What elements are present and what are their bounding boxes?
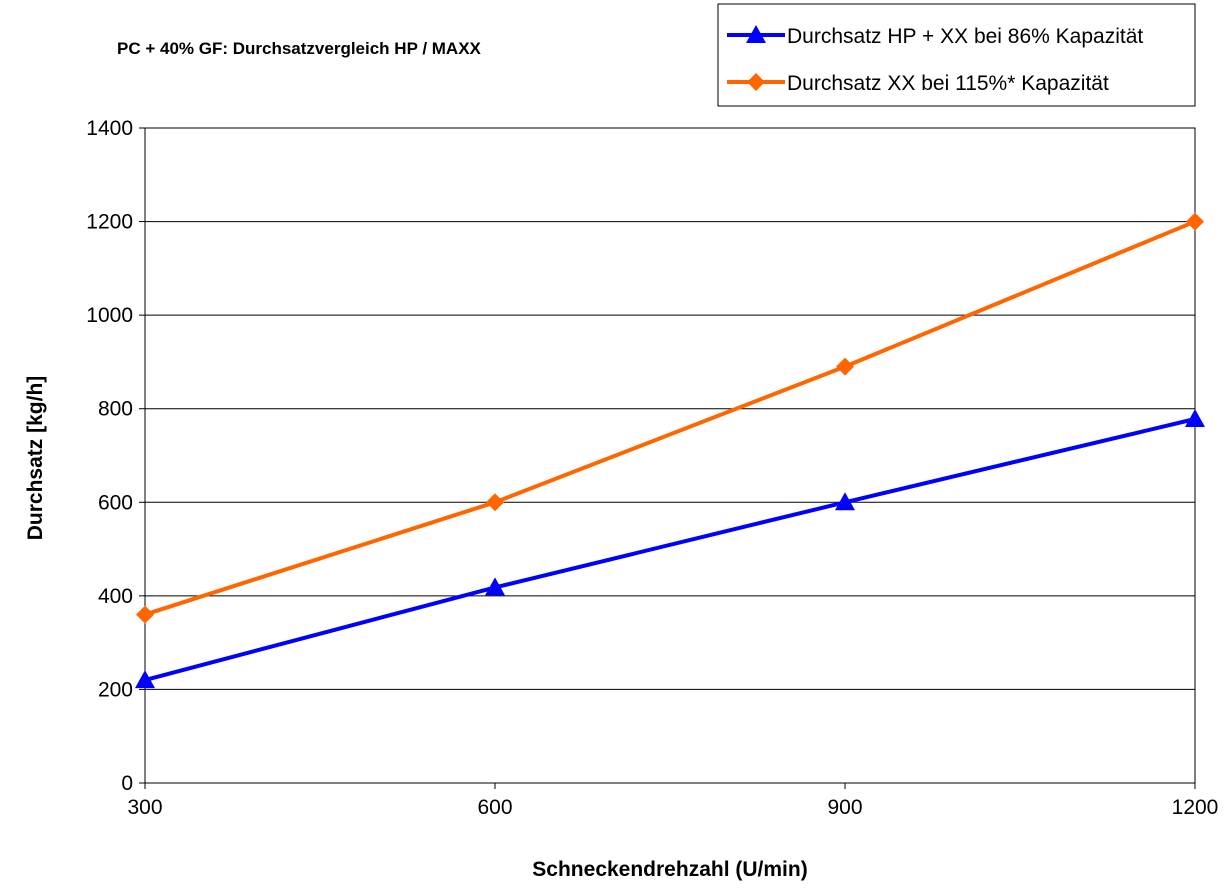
plot-area (144, 127, 1196, 784)
data-point (836, 357, 854, 376)
legend-entry: Durchsatz XX bei 115%* Kapazität (727, 72, 1109, 95)
y-tick-label: 200 (98, 678, 133, 701)
chart-title: PC + 40% GF: Durchsatzvergleich HP / MAX… (117, 39, 482, 58)
y-tick-label: 0 (121, 772, 133, 795)
data-point (1185, 409, 1205, 428)
x-tick-label: 900 (827, 796, 862, 819)
series-line (144, 417, 1196, 683)
y-tick-label: 800 (98, 398, 133, 421)
series-line (144, 219, 1196, 617)
series-1 (135, 409, 1205, 689)
data-point (1186, 212, 1204, 231)
y-tick-label: 1200 (86, 211, 133, 234)
data-point (136, 605, 154, 624)
legend-label: Durchsatz HP + XX bei 86% Kapazität (787, 25, 1143, 48)
y-tick-label: 1000 (86, 304, 133, 327)
y-axis-tick-labels: 0 200 400 600 800 1000 1200 1400 (86, 117, 145, 795)
plot-border (144, 127, 1196, 784)
y-tick-label: 1400 (86, 117, 133, 140)
legend-marker (746, 25, 766, 43)
x-tick-label: 600 (477, 796, 512, 819)
legend-marker (747, 73, 765, 91)
data-point (485, 577, 505, 596)
legend-label: Durchsatz XX bei 115%* Kapazität (787, 72, 1109, 95)
data-point (835, 492, 855, 511)
y-tick-label: 400 (98, 585, 133, 608)
series-2 (136, 212, 1204, 624)
data-point (135, 670, 155, 689)
legend: Durchsatz HP + XX bei 86% Kapazität Durc… (717, 3, 1196, 107)
series-layer (135, 212, 1205, 689)
data-point (486, 493, 504, 512)
y-axis-label: Durchsatz [kg/h] (24, 376, 47, 541)
legend-box (717, 3, 1196, 107)
x-tick-label: 1200 (1172, 796, 1219, 819)
gridlines (145, 221, 1195, 690)
legend-entry: Durchsatz HP + XX bei 86% Kapazität (727, 25, 1143, 48)
x-axis-label: Schneckendrehzahl (U/min) (532, 858, 807, 881)
x-axis-tick-labels: 300 600 900 1200 (127, 783, 1218, 819)
y-tick-label: 600 (98, 491, 133, 514)
x-tick-label: 300 (127, 796, 162, 819)
